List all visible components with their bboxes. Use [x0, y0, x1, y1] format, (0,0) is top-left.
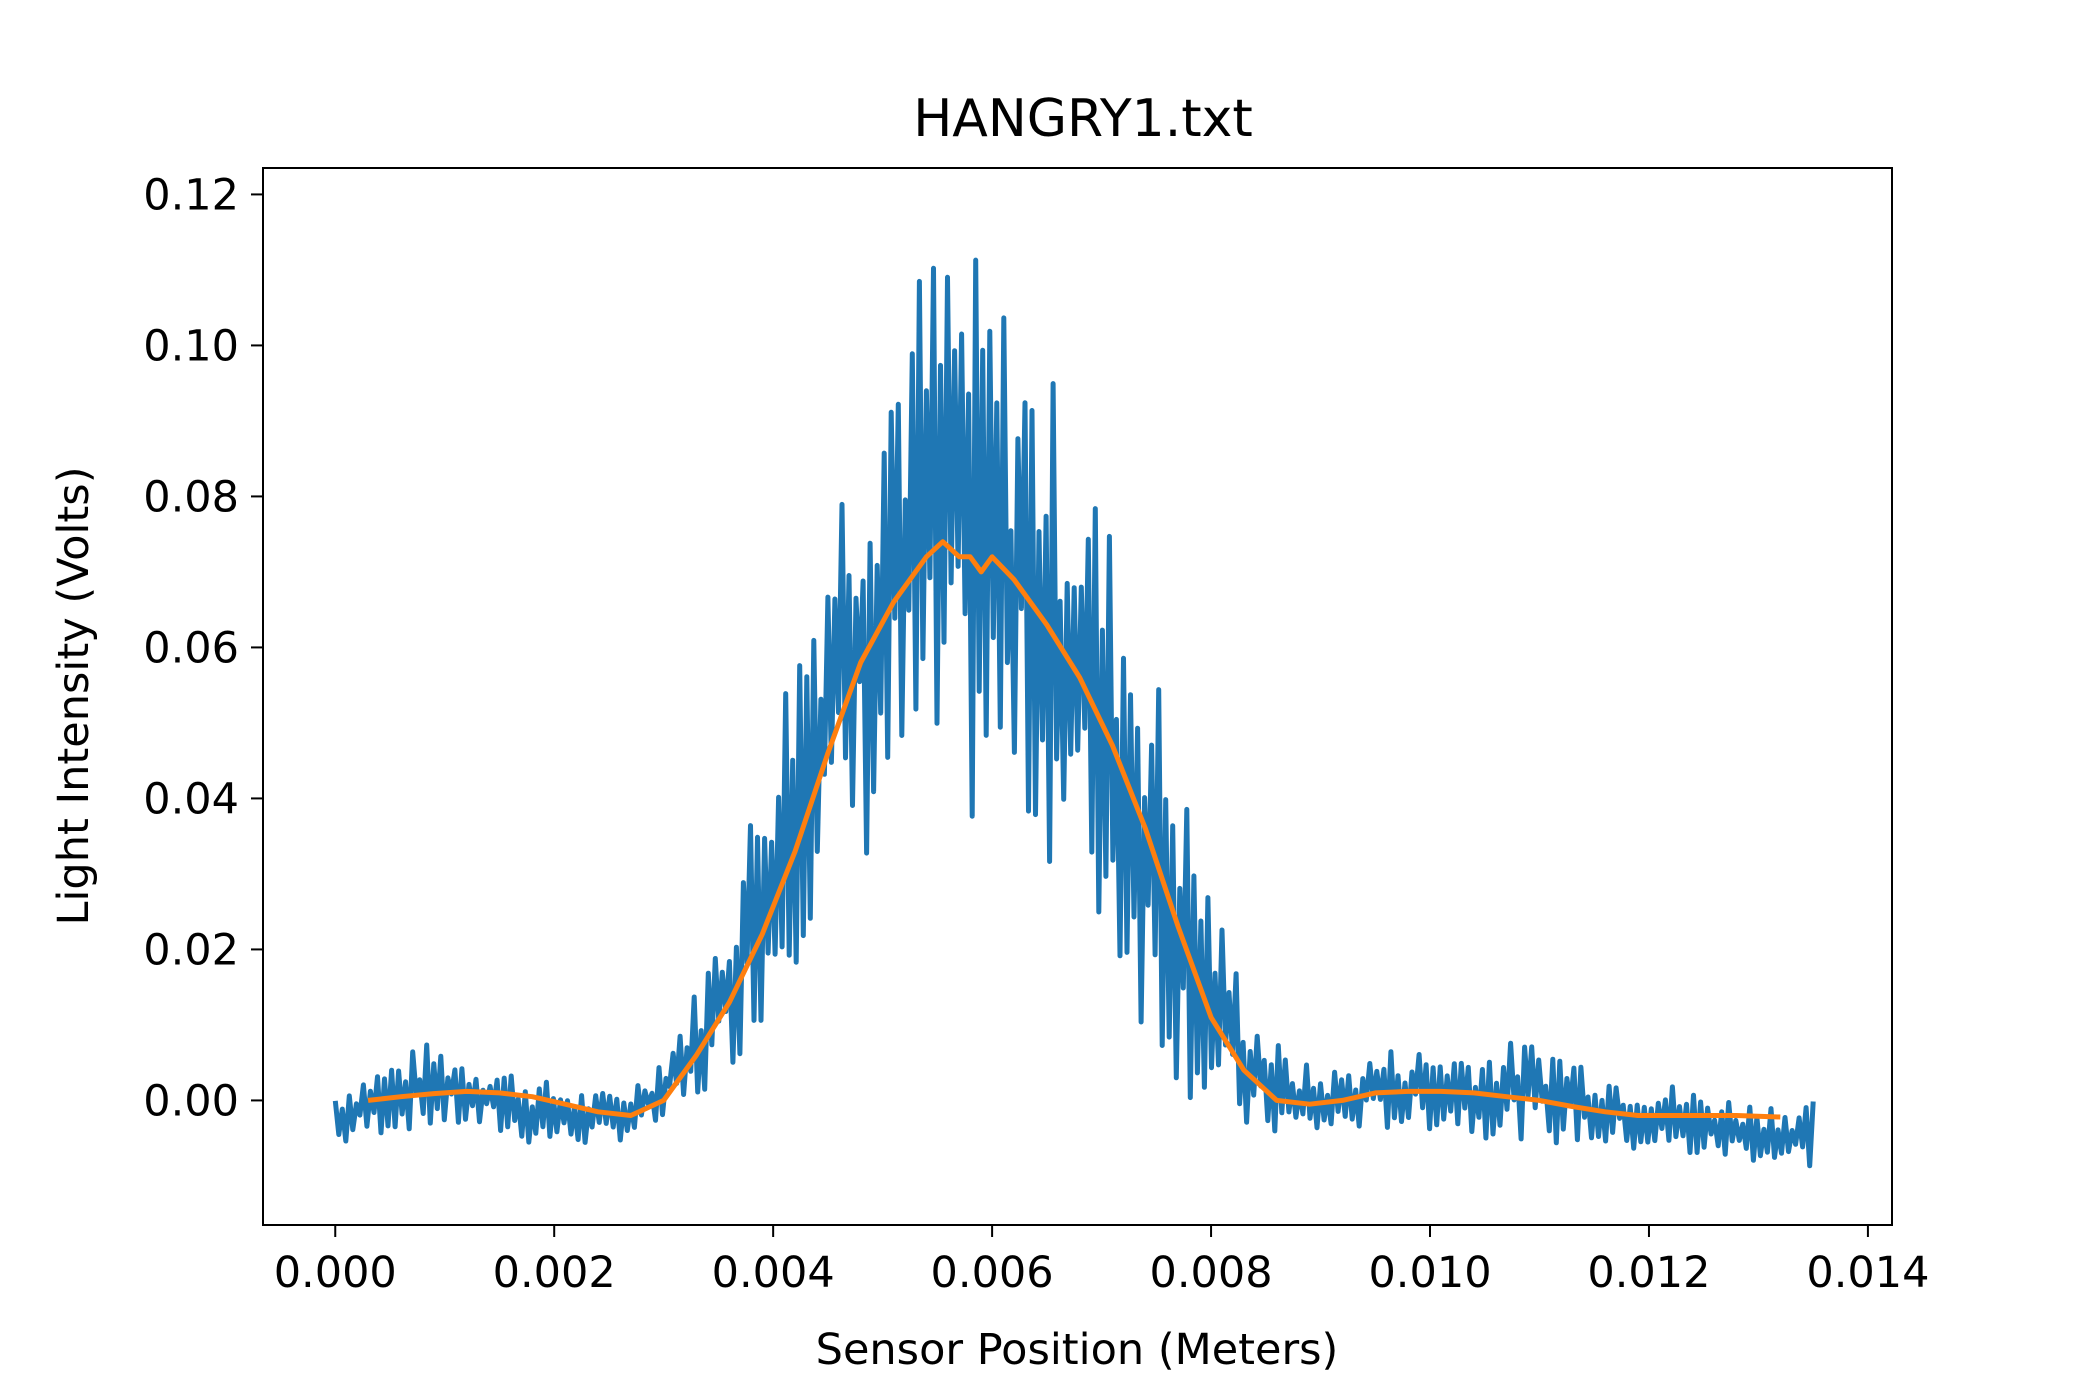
y-tick-label: 0.02 — [143, 925, 239, 975]
x-tick-label: 0.006 — [931, 1248, 1054, 1298]
x-tick-label: 0.002 — [493, 1248, 616, 1298]
smoothed-signal-line — [367, 539, 1781, 1120]
raw-signal-line — [332, 257, 1816, 1169]
x-axis-label: Sensor Position (Meters) — [816, 1325, 1339, 1375]
chart-title: HANGRY1.txt — [913, 89, 1253, 149]
y-tick-label: 0.04 — [143, 774, 239, 824]
y-tick-label: 0.06 — [143, 623, 239, 673]
plot-frame — [262, 167, 1893, 1226]
x-tick-label: 0.014 — [1806, 1248, 1929, 1298]
y-axis: 0.00 0.02 0.04 0.06 0.08 0.10 0.12 — [143, 170, 263, 1126]
y-tick-label: 0.12 — [143, 170, 239, 220]
y-tick-label: 0.10 — [143, 321, 239, 371]
x-tick-label: 0.012 — [1587, 1248, 1710, 1298]
x-tick-label: 0.000 — [274, 1248, 397, 1298]
x-tick-label: 0.004 — [712, 1248, 835, 1298]
y-tick-label: 0.08 — [143, 472, 239, 522]
series-layer — [332, 257, 1816, 1169]
y-axis-label: Light Intensity (Volts) — [49, 467, 99, 926]
x-axis: 0.000 0.002 0.004 0.006 0.008 0.010 0.012 0.014 — [274, 1225, 1929, 1298]
y-tick-label: 0.00 — [143, 1076, 239, 1126]
x-tick-label: 0.010 — [1368, 1248, 1491, 1298]
x-tick-label: 0.008 — [1150, 1248, 1273, 1298]
